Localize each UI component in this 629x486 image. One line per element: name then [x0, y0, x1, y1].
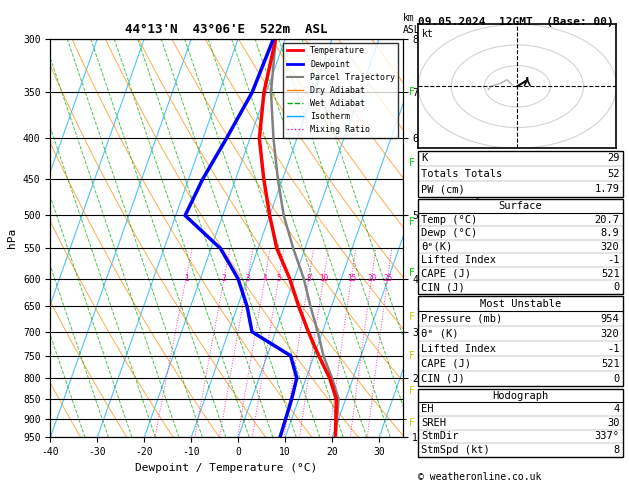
Y-axis label: hPa: hPa — [8, 228, 18, 248]
Text: Lifted Index: Lifted Index — [421, 255, 496, 265]
Text: 30: 30 — [607, 418, 620, 428]
Text: 521: 521 — [601, 359, 620, 369]
Text: 25: 25 — [383, 274, 392, 283]
Text: Hodograph: Hodograph — [493, 391, 548, 400]
Text: F: F — [408, 268, 415, 278]
Text: F: F — [408, 158, 415, 168]
Text: 20: 20 — [367, 274, 376, 283]
Text: Most Unstable: Most Unstable — [480, 299, 561, 309]
Text: PW (cm): PW (cm) — [421, 184, 465, 194]
Text: CIN (J): CIN (J) — [421, 374, 465, 384]
Text: F: F — [408, 386, 415, 396]
Text: Totals Totals: Totals Totals — [421, 169, 503, 179]
Text: 8.9: 8.9 — [601, 228, 620, 238]
Text: Surface: Surface — [499, 201, 542, 211]
Text: 52: 52 — [607, 169, 620, 179]
Text: kt: kt — [422, 29, 434, 39]
Text: 320: 320 — [601, 242, 620, 252]
Text: © weatheronline.co.uk: © weatheronline.co.uk — [418, 472, 542, 482]
Text: 337°: 337° — [594, 432, 620, 441]
Text: 10: 10 — [319, 274, 328, 283]
Text: 4: 4 — [613, 404, 620, 414]
Text: 29: 29 — [607, 154, 620, 163]
Text: Lifted Index: Lifted Index — [421, 344, 496, 354]
Text: 8: 8 — [613, 445, 620, 455]
Text: 1.79: 1.79 — [594, 184, 620, 194]
Text: F: F — [408, 217, 415, 227]
Text: CAPE (J): CAPE (J) — [421, 359, 471, 369]
Text: 2: 2 — [222, 274, 226, 283]
Text: 20.7: 20.7 — [594, 214, 620, 225]
Text: F: F — [408, 87, 415, 97]
Title: 44°13'N  43°06'E  522m  ASL: 44°13'N 43°06'E 522m ASL — [125, 23, 328, 36]
Text: EH: EH — [421, 404, 434, 414]
Text: 4: 4 — [263, 274, 267, 283]
Text: F: F — [408, 351, 415, 361]
Text: CAPE (J): CAPE (J) — [421, 269, 471, 279]
Text: 09.05.2024  12GMT  (Base: 00): 09.05.2024 12GMT (Base: 00) — [418, 17, 614, 27]
Text: 521: 521 — [601, 269, 620, 279]
Text: 1: 1 — [184, 274, 189, 283]
Text: -1: -1 — [607, 344, 620, 354]
Text: θᵉ(K): θᵉ(K) — [421, 242, 453, 252]
Text: θᵉ (K): θᵉ (K) — [421, 329, 459, 339]
Text: Temp (°C): Temp (°C) — [421, 214, 477, 225]
Text: Dewp (°C): Dewp (°C) — [421, 228, 477, 238]
Text: 320: 320 — [601, 329, 620, 339]
Text: 8: 8 — [306, 274, 311, 283]
Text: K: K — [421, 154, 428, 163]
Text: 0: 0 — [613, 374, 620, 384]
Text: StmSpd (kt): StmSpd (kt) — [421, 445, 490, 455]
Y-axis label: Mixing Ratio (g/kg): Mixing Ratio (g/kg) — [474, 182, 484, 294]
Text: 15: 15 — [347, 274, 356, 283]
Text: F: F — [408, 312, 415, 322]
Text: StmDir: StmDir — [421, 432, 459, 441]
Legend: Temperature, Dewpoint, Parcel Trajectory, Dry Adiabat, Wet Adiabat, Isotherm, Mi: Temperature, Dewpoint, Parcel Trajectory… — [284, 43, 398, 138]
Text: 5: 5 — [276, 274, 281, 283]
Text: Pressure (mb): Pressure (mb) — [421, 314, 503, 324]
Text: 954: 954 — [601, 314, 620, 324]
Text: F: F — [408, 417, 415, 428]
X-axis label: Dewpoint / Temperature (°C): Dewpoint / Temperature (°C) — [135, 463, 318, 473]
Text: 0: 0 — [613, 282, 620, 292]
Text: SREH: SREH — [421, 418, 447, 428]
Text: -1: -1 — [607, 255, 620, 265]
Text: CIN (J): CIN (J) — [421, 282, 465, 292]
Text: 3: 3 — [245, 274, 250, 283]
Text: km
ASL: km ASL — [403, 13, 420, 35]
